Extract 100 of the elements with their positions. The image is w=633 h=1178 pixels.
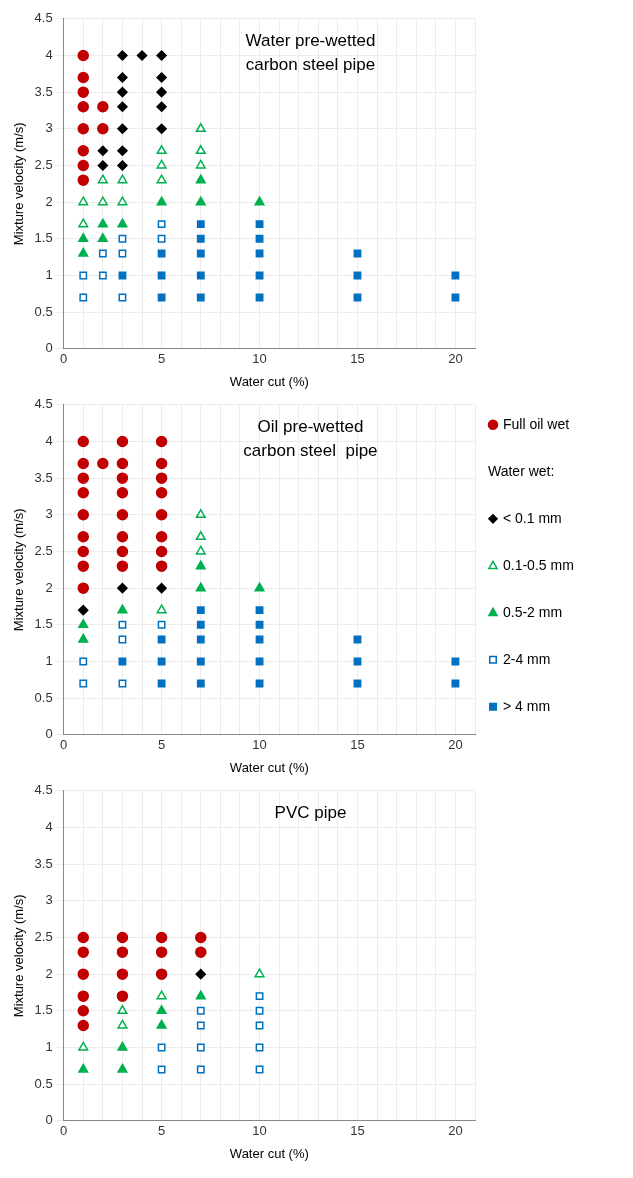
point [78, 633, 89, 643]
point [77, 49, 90, 62]
point [255, 620, 264, 629]
y-tick-label: 4 [45, 433, 53, 449]
point [254, 582, 265, 592]
point [117, 1005, 128, 1015]
x-axis-title: Water cut (%) [229, 373, 309, 389]
point [77, 990, 90, 1002]
point [156, 604, 167, 614]
y-tick-label: 1.5 [34, 230, 53, 246]
point [136, 50, 148, 61]
point [196, 1043, 205, 1052]
point [77, 145, 90, 157]
point [77, 435, 90, 448]
point [78, 218, 89, 228]
x-axis-title: Water cut (%) [229, 1145, 309, 1161]
x-tick-label: 10 [252, 1123, 267, 1139]
point [196, 220, 205, 229]
point [77, 457, 90, 470]
x-tick-label: 5 [157, 351, 166, 367]
point [255, 1006, 264, 1015]
y-tick-label: 4.5 [34, 396, 53, 412]
point [116, 531, 129, 543]
point [77, 123, 90, 135]
text: Oil pre-wetted carbon steel pipe [243, 416, 378, 460]
x-tick-label: 5 [157, 737, 166, 753]
point [195, 145, 206, 155]
point [156, 145, 167, 155]
point [255, 220, 264, 229]
point [117, 123, 128, 135]
point [77, 531, 90, 543]
point [116, 545, 129, 558]
point [195, 946, 207, 958]
y-tick-label: 0 [45, 340, 53, 356]
point [157, 1065, 166, 1074]
y-tick-label: 2.5 [34, 929, 53, 945]
point [255, 234, 264, 243]
x-tick-label: 10 [252, 351, 267, 367]
y-tick-label: 2 [45, 965, 53, 981]
point [155, 472, 168, 484]
point [156, 582, 167, 594]
y-tick-label: 1 [45, 267, 53, 283]
x-tick-label: 0 [60, 1123, 68, 1139]
point [196, 657, 205, 666]
point [98, 271, 107, 280]
point [116, 457, 129, 470]
point [116, 560, 129, 572]
point [78, 196, 89, 206]
point [156, 101, 167, 113]
point [117, 72, 128, 83]
point [196, 234, 205, 243]
point [117, 174, 128, 184]
x-tick-label: 20 [448, 351, 463, 367]
point [156, 86, 167, 98]
point [155, 946, 168, 958]
point [196, 271, 205, 280]
point [116, 509, 129, 521]
point [77, 545, 90, 558]
point [195, 560, 206, 570]
legend-label: 2-4 mm [503, 650, 551, 667]
point [116, 435, 129, 448]
x-tick-label: 0 [60, 737, 68, 753]
point [97, 196, 108, 206]
point [451, 657, 460, 666]
point [97, 174, 108, 184]
point [77, 174, 90, 186]
point [157, 620, 166, 629]
point [77, 560, 90, 572]
point [77, 101, 90, 113]
point [196, 679, 205, 688]
y-axis-title: Mixture velocity (m/s) [11, 894, 27, 1018]
y-tick-label: 4.5 [34, 10, 53, 26]
point [157, 679, 166, 688]
y-tick-label: 2 [45, 193, 53, 209]
y-tick-label: 3.5 [34, 83, 53, 99]
point [157, 657, 166, 666]
point [156, 50, 167, 61]
point [155, 509, 168, 521]
point [195, 931, 207, 944]
legend-label: Full oil wet [503, 415, 570, 432]
point [77, 968, 90, 980]
point [117, 1019, 128, 1029]
point [196, 1065, 205, 1074]
point [196, 1021, 205, 1030]
point [196, 1006, 205, 1015]
point [97, 160, 109, 171]
point [118, 620, 127, 629]
point [77, 946, 90, 958]
y-tick-label: 3.5 [34, 469, 53, 485]
point [116, 990, 129, 1002]
point [195, 582, 206, 592]
y-tick-label: 3 [45, 120, 53, 136]
point [156, 1019, 167, 1029]
point [157, 1043, 166, 1052]
y-tick-label: 4 [45, 47, 53, 63]
point [77, 159, 90, 172]
point [196, 635, 205, 644]
point [116, 487, 129, 499]
point [156, 159, 167, 169]
point [157, 635, 166, 644]
